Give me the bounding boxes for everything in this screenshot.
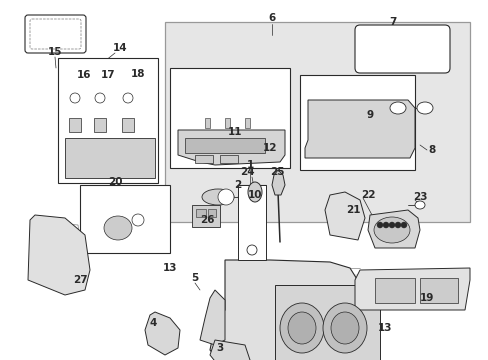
Text: 16: 16 (77, 70, 91, 80)
Polygon shape (325, 192, 364, 240)
Bar (207, 209, 216, 217)
Text: 13: 13 (377, 323, 391, 333)
Text: 15: 15 (48, 47, 62, 57)
Ellipse shape (104, 216, 132, 240)
Bar (196, 209, 205, 217)
Bar (170, 68, 289, 168)
Polygon shape (367, 210, 419, 248)
Text: 8: 8 (427, 145, 435, 155)
Text: 18: 18 (130, 69, 145, 79)
Ellipse shape (132, 214, 143, 226)
Bar (122, 118, 134, 132)
Polygon shape (354, 268, 469, 310)
Text: 12: 12 (262, 143, 277, 153)
Text: 7: 7 (388, 17, 396, 27)
Text: 2: 2 (234, 180, 241, 190)
Ellipse shape (394, 222, 400, 228)
Ellipse shape (389, 102, 405, 114)
Text: 22: 22 (360, 190, 374, 200)
Ellipse shape (280, 303, 324, 353)
Bar (164, 22, 469, 222)
Text: 1: 1 (246, 160, 253, 170)
FancyBboxPatch shape (354, 25, 449, 73)
Polygon shape (145, 312, 180, 355)
Polygon shape (28, 215, 90, 295)
Ellipse shape (414, 201, 424, 209)
Ellipse shape (287, 312, 315, 344)
Text: 20: 20 (107, 177, 122, 187)
Text: 25: 25 (269, 167, 284, 177)
Ellipse shape (400, 222, 406, 228)
Bar (220, 155, 238, 163)
Ellipse shape (376, 222, 382, 228)
Ellipse shape (202, 189, 234, 205)
Bar (80, 185, 170, 253)
Text: 10: 10 (247, 190, 262, 200)
Polygon shape (305, 100, 414, 158)
Bar (65, 138, 155, 178)
Text: 3: 3 (216, 343, 223, 353)
Text: 19: 19 (419, 293, 433, 303)
Bar (204, 118, 209, 128)
Ellipse shape (123, 93, 133, 103)
Text: 21: 21 (345, 205, 360, 215)
Bar (299, 75, 414, 170)
Text: 11: 11 (227, 127, 242, 137)
Text: 27: 27 (73, 275, 87, 285)
Bar (69, 118, 81, 132)
Bar (192, 205, 220, 227)
Ellipse shape (218, 189, 234, 205)
Bar (274, 285, 379, 360)
Bar (184, 138, 264, 153)
Text: 5: 5 (191, 273, 198, 283)
Ellipse shape (323, 303, 366, 353)
Ellipse shape (95, 93, 105, 103)
Bar (94, 118, 106, 132)
Ellipse shape (70, 93, 80, 103)
Bar (238, 185, 265, 260)
Polygon shape (200, 290, 224, 345)
Polygon shape (178, 130, 285, 165)
Text: 23: 23 (412, 192, 427, 202)
Text: 13: 13 (163, 263, 177, 273)
Bar (374, 278, 414, 303)
Text: 9: 9 (366, 110, 373, 120)
Polygon shape (271, 170, 285, 195)
FancyBboxPatch shape (25, 15, 86, 53)
Text: 14: 14 (112, 43, 127, 53)
Text: 4: 4 (149, 318, 156, 328)
Ellipse shape (247, 182, 262, 202)
Bar (195, 155, 213, 163)
Bar (244, 118, 249, 128)
Bar (58, 58, 158, 183)
Polygon shape (209, 340, 249, 360)
Bar (419, 278, 457, 303)
Ellipse shape (330, 312, 358, 344)
Text: 17: 17 (101, 70, 115, 80)
Ellipse shape (373, 217, 409, 243)
Bar (224, 118, 229, 128)
Ellipse shape (382, 222, 388, 228)
Text: 26: 26 (199, 215, 214, 225)
Text: 24: 24 (239, 167, 254, 177)
Polygon shape (209, 260, 374, 360)
Ellipse shape (388, 222, 394, 228)
Ellipse shape (246, 245, 257, 255)
Ellipse shape (416, 102, 432, 114)
Text: 6: 6 (268, 13, 275, 23)
